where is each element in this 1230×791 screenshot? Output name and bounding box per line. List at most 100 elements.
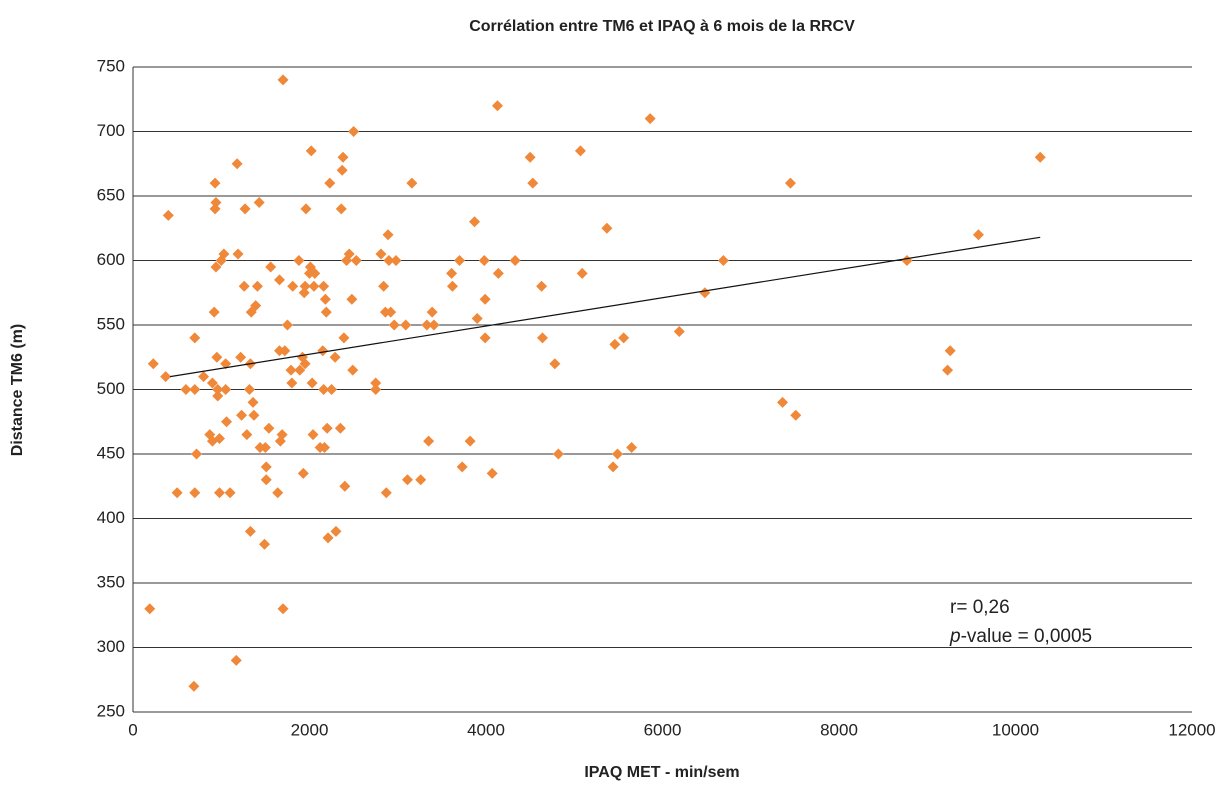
point — [334, 422, 346, 434]
point — [574, 145, 586, 157]
x-tick-label: 12000 — [1168, 720, 1215, 739]
point — [236, 409, 248, 421]
point — [189, 332, 201, 344]
point — [305, 145, 317, 157]
point — [339, 480, 351, 492]
point — [607, 461, 619, 473]
point — [248, 409, 260, 421]
point — [189, 384, 201, 395]
point — [277, 603, 289, 615]
x-tick-label: 0 — [128, 720, 137, 739]
point — [260, 474, 272, 486]
point — [208, 306, 220, 318]
point — [370, 377, 382, 389]
point — [209, 203, 221, 215]
point — [478, 255, 490, 266]
point — [370, 384, 382, 395]
point — [210, 261, 222, 273]
point — [319, 293, 331, 305]
point — [423, 435, 435, 447]
point — [251, 280, 263, 292]
point — [272, 487, 284, 499]
point — [318, 384, 330, 395]
point — [479, 293, 491, 305]
point — [281, 319, 293, 331]
point — [486, 467, 498, 479]
point — [276, 429, 288, 441]
point — [536, 280, 548, 292]
point — [400, 319, 412, 331]
point — [299, 358, 311, 370]
point — [790, 409, 802, 421]
point — [147, 358, 159, 370]
point — [191, 448, 203, 460]
point — [213, 487, 225, 499]
point — [309, 267, 321, 279]
point — [286, 377, 298, 389]
point — [509, 255, 521, 266]
point — [239, 203, 251, 215]
point — [479, 332, 491, 344]
point — [348, 126, 360, 137]
point — [209, 177, 221, 189]
point — [265, 261, 277, 273]
point — [318, 280, 330, 292]
point — [298, 287, 310, 299]
point — [287, 280, 299, 292]
point — [972, 229, 984, 241]
point — [699, 287, 711, 299]
point — [456, 461, 468, 473]
point — [388, 319, 400, 331]
annotation-italic: p — [949, 626, 961, 647]
point — [307, 429, 319, 441]
point — [549, 358, 561, 370]
y-tick-label: 450 — [97, 443, 125, 462]
point — [329, 351, 341, 363]
point — [390, 255, 402, 266]
y-tick-label: 550 — [97, 314, 125, 333]
point — [319, 442, 331, 454]
y-axis-label: Distance TM6 (m) — [9, 324, 26, 456]
point — [260, 461, 272, 473]
point — [144, 603, 156, 615]
point — [221, 416, 233, 428]
point — [206, 377, 218, 389]
point — [1034, 151, 1046, 163]
point — [317, 345, 329, 357]
point — [942, 364, 954, 376]
point — [212, 384, 224, 395]
point — [777, 396, 789, 408]
point — [210, 196, 222, 208]
point — [212, 390, 224, 402]
point — [346, 293, 358, 305]
annotation-text: -value = 0,0005 — [961, 626, 1093, 647]
point — [180, 384, 192, 395]
point — [378, 280, 390, 292]
y-tick-label: 500 — [97, 379, 125, 398]
point — [263, 422, 275, 434]
y-tick-label: 700 — [97, 121, 125, 140]
point — [350, 255, 362, 266]
point — [321, 422, 333, 434]
point — [224, 487, 236, 499]
point — [247, 396, 259, 408]
point — [335, 203, 347, 215]
point — [320, 306, 332, 318]
point — [618, 332, 630, 344]
point — [382, 229, 394, 241]
point — [293, 255, 305, 266]
point — [213, 433, 225, 445]
point — [426, 306, 438, 318]
point — [330, 525, 342, 537]
point — [601, 222, 613, 234]
point — [300, 203, 312, 215]
point — [784, 177, 796, 189]
point — [446, 280, 458, 292]
point — [220, 384, 232, 395]
point — [469, 216, 481, 228]
point — [232, 248, 244, 260]
point — [428, 319, 440, 331]
x-tick-label: 10000 — [992, 720, 1039, 739]
point — [338, 332, 350, 344]
point — [383, 255, 395, 266]
